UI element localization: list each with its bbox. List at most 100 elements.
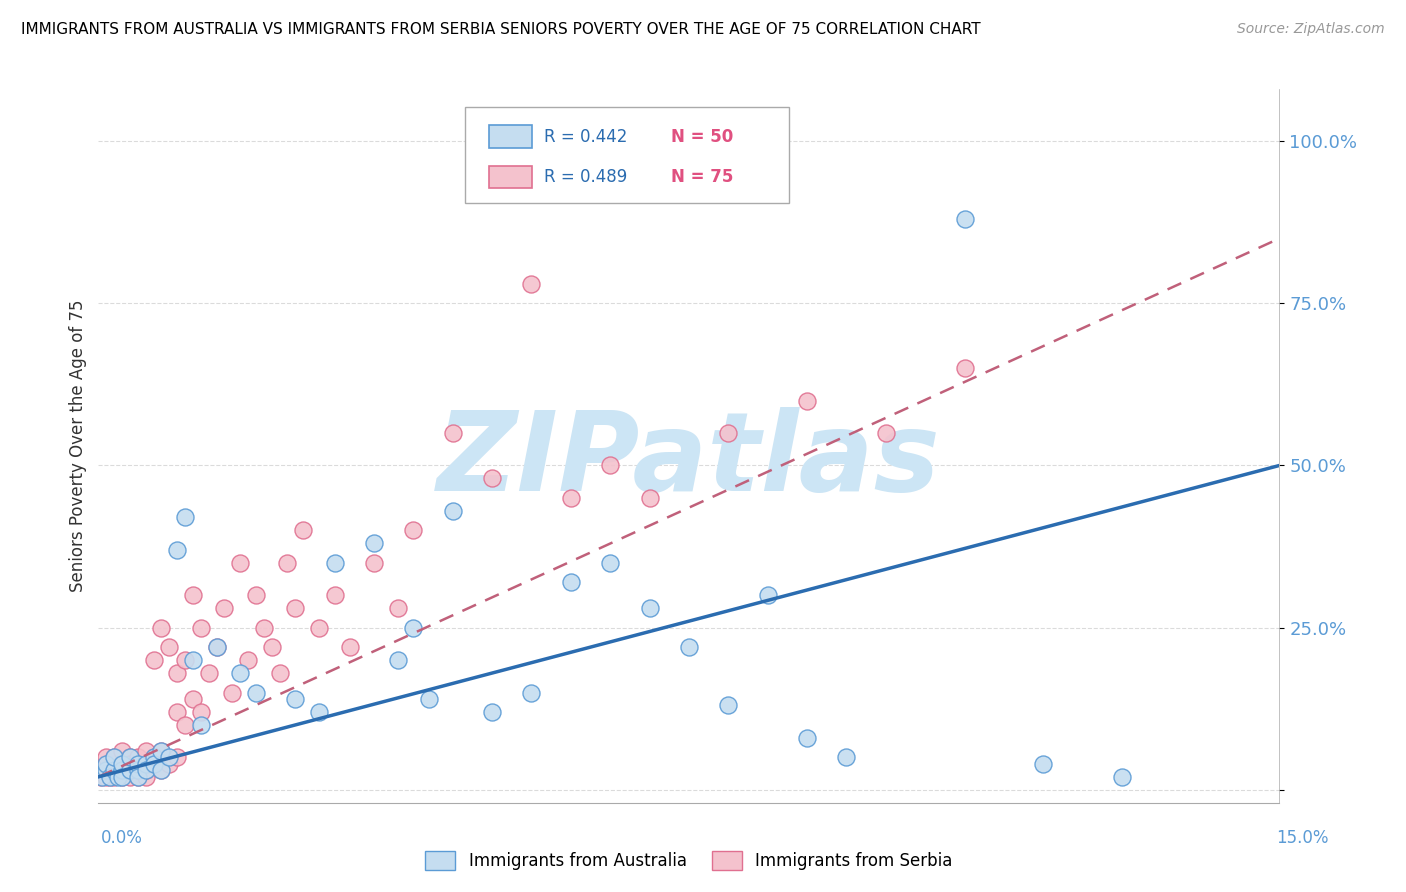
Point: [402, 524, 425, 538]
Point: [599, 556, 621, 570]
Point: [142, 750, 165, 764]
Point: [103, 764, 125, 778]
Point: [245, 588, 267, 602]
Point: [402, 621, 425, 635]
Point: [127, 764, 149, 778]
Point: [638, 491, 661, 505]
Point: [599, 458, 621, 473]
Point: [269, 666, 291, 681]
Point: [157, 750, 180, 764]
Point: [118, 764, 141, 778]
Point: [190, 621, 212, 635]
Point: [229, 666, 252, 681]
Point: [560, 575, 582, 590]
Point: [229, 556, 252, 570]
FancyBboxPatch shape: [489, 126, 531, 148]
Point: [111, 764, 134, 778]
Point: [127, 770, 149, 784]
Point: [150, 744, 173, 758]
Point: [174, 510, 197, 524]
Point: [150, 744, 173, 758]
Point: [90, 770, 112, 784]
Text: R = 0.489: R = 0.489: [544, 168, 627, 186]
Point: [520, 277, 543, 291]
Point: [363, 536, 385, 550]
Point: [441, 425, 464, 440]
Point: [835, 750, 858, 764]
Point: [253, 621, 276, 635]
Point: [96, 764, 118, 778]
Point: [91, 764, 114, 778]
Point: [560, 491, 582, 505]
Point: [142, 756, 165, 771]
Point: [181, 588, 204, 602]
Point: [111, 770, 134, 784]
Point: [150, 621, 173, 635]
Text: Source: ZipAtlas.com: Source: ZipAtlas.com: [1237, 22, 1385, 37]
Point: [103, 756, 125, 771]
Point: [127, 756, 149, 771]
Point: [174, 653, 197, 667]
Point: [135, 744, 157, 758]
Point: [111, 764, 134, 778]
Point: [166, 750, 188, 764]
Point: [142, 756, 165, 771]
Point: [323, 556, 346, 570]
Legend: Immigrants from Australia, Immigrants from Serbia: Immigrants from Australia, Immigrants fr…: [419, 844, 959, 877]
FancyBboxPatch shape: [464, 107, 789, 203]
Point: [166, 666, 188, 681]
Point: [308, 705, 330, 719]
Point: [205, 640, 228, 654]
Point: [111, 770, 134, 784]
Point: [284, 692, 307, 706]
Point: [111, 756, 134, 771]
Point: [111, 756, 134, 771]
Point: [339, 640, 361, 654]
Point: [127, 770, 149, 784]
Point: [96, 756, 118, 771]
Point: [103, 764, 125, 778]
Point: [174, 718, 197, 732]
Point: [96, 756, 118, 771]
Point: [418, 692, 440, 706]
Point: [717, 425, 740, 440]
Point: [214, 601, 236, 615]
Point: [796, 731, 818, 745]
Point: [953, 361, 976, 376]
Point: [142, 653, 165, 667]
Point: [96, 770, 118, 784]
Point: [875, 425, 897, 440]
Point: [387, 601, 409, 615]
Point: [481, 471, 503, 485]
Point: [157, 640, 180, 654]
Point: [142, 750, 165, 764]
Point: [118, 756, 141, 771]
Y-axis label: Seniors Poverty Over the Age of 75: Seniors Poverty Over the Age of 75: [69, 300, 87, 592]
Point: [135, 756, 157, 771]
Point: [953, 211, 976, 226]
Point: [323, 588, 346, 602]
Point: [103, 770, 125, 784]
Point: [292, 524, 315, 538]
Point: [441, 504, 464, 518]
Text: IMMIGRANTS FROM AUSTRALIA VS IMMIGRANTS FROM SERBIA SENIORS POVERTY OVER THE AGE: IMMIGRANTS FROM AUSTRALIA VS IMMIGRANTS …: [21, 22, 981, 37]
Point: [103, 750, 125, 764]
Point: [127, 756, 149, 771]
Point: [127, 764, 149, 778]
Point: [135, 756, 157, 771]
Point: [118, 750, 141, 764]
Point: [638, 601, 661, 615]
Point: [236, 653, 259, 667]
Point: [181, 692, 204, 706]
Point: [107, 770, 129, 784]
Text: 0.0%: 0.0%: [101, 830, 143, 847]
Point: [150, 764, 173, 778]
Point: [387, 653, 409, 667]
Point: [756, 588, 779, 602]
Text: N = 75: N = 75: [671, 168, 734, 186]
Text: N = 50: N = 50: [671, 128, 734, 145]
Point: [796, 393, 818, 408]
Point: [103, 750, 125, 764]
Point: [135, 764, 157, 778]
Point: [150, 764, 173, 778]
